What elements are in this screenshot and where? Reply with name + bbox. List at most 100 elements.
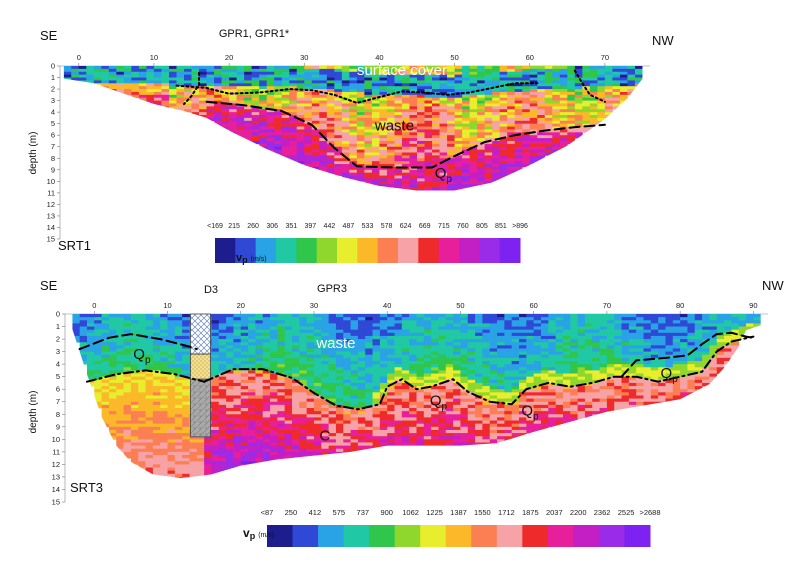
velocity-cell [328,445,337,450]
velocity-cell [311,66,320,70]
velocity-cell [240,414,249,418]
velocity-cell [424,129,433,133]
velocity-cell [321,361,330,365]
velocity-cell [559,120,568,125]
velocity-cell [233,461,242,465]
velocity-cell [79,357,88,362]
velocity-cell [497,414,505,418]
velocity-cell [206,68,215,73]
velocity-cell [482,382,491,387]
velocity-cell [138,367,146,371]
velocity-cell [356,149,365,153]
velocity-cell [204,470,212,475]
velocity-cell [349,172,358,176]
velocity-cell [292,436,300,440]
velocity-cell [497,426,505,431]
velocity-cell [146,100,155,104]
velocity-cell [604,66,613,70]
velocity-cell [244,89,253,93]
velocity-cell [379,66,388,70]
velocity-cell [248,426,256,431]
velocity-cell [335,433,344,437]
velocity-cell [335,367,344,371]
velocity-cell [544,135,553,139]
velocity-cell [507,77,516,81]
velocity-cell [160,320,168,324]
velocity-cell [589,80,598,84]
velocity-cell [416,433,425,437]
velocity-cell [326,106,335,110]
velocity-cell [299,342,308,346]
velocity-cell [544,109,553,113]
velocity-cell [343,420,351,425]
velocity-cell [289,83,298,87]
velocity-cell [167,357,176,362]
velocity-cell [123,451,132,456]
velocity-cell [313,367,322,371]
velocity-cell [343,314,351,318]
velocity-cell [240,429,249,434]
velocity-cell [409,71,418,76]
velocity-cell [226,382,234,387]
velocity-cell [432,146,440,151]
velocity-cell [130,395,139,399]
velocity-cell [475,342,483,346]
velocity-cell [101,342,110,346]
velocity-cell [356,86,365,90]
velocity-cell [356,112,365,116]
velocity-cell [86,339,95,343]
velocity-cell [469,158,478,162]
colorbar-tick-label: 351 [285,223,297,230]
velocity-cell [552,140,561,145]
velocity-cell [313,442,322,446]
velocity-cell [229,97,238,101]
velocity-cell [424,120,433,125]
velocity-cell [475,439,483,443]
velocity-cell [475,354,483,359]
velocity-cell [277,382,286,387]
velocity-cell [453,436,461,440]
velocity-cell [417,181,425,185]
velocity-cell [365,395,373,399]
velocity-cell [522,138,531,142]
velocity-cell [371,158,380,162]
velocity-cell [529,94,538,99]
velocity-cell [409,436,417,440]
velocity-cell [431,417,439,421]
velocity-cell [146,91,155,96]
velocity-cell [484,169,493,174]
velocity-cell [475,335,483,340]
velocity-cell [379,389,388,393]
velocity-cell [387,404,395,409]
velocity-cell [604,97,613,101]
velocity-cell [189,473,198,478]
velocity-cell [218,361,227,365]
velocity-cell [460,367,469,371]
velocity-cell [514,77,523,81]
velocity-cell [492,94,501,99]
velocity-cell [116,339,124,343]
velocity-cell [176,77,185,81]
velocity-cell [364,106,373,110]
velocity-cell [514,80,523,84]
velocity-cell [460,376,469,381]
velocity-cell [240,332,249,337]
velocity-cell [453,332,461,337]
velocity-cell [160,467,168,472]
velocity-cell [313,395,322,399]
velocity-cell [160,414,168,418]
velocity-cell [218,436,227,440]
velocity-cell [226,455,234,459]
velocity-cell [281,117,290,122]
velocity-cell [284,442,293,446]
velocity-cell [431,408,439,412]
velocity-cell [292,326,300,331]
y-tick-label: 15 [47,235,55,244]
velocity-cell [321,414,330,418]
velocity-cell [152,433,161,437]
velocity-cell [589,74,598,78]
velocity-cell [497,373,505,378]
velocity-cell [357,436,366,440]
velocity-cell [634,83,643,87]
velocity-cell [529,123,538,127]
